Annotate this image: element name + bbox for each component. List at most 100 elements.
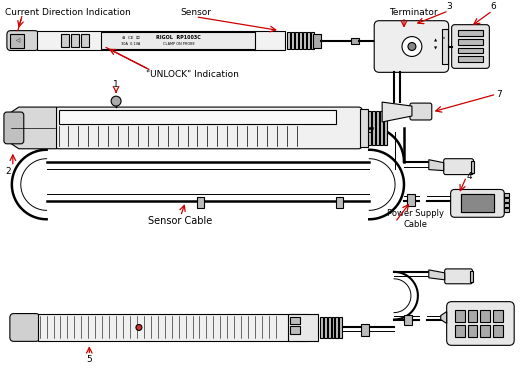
- Bar: [481, 310, 490, 321]
- Bar: [290, 326, 299, 334]
- Bar: [339, 317, 342, 338]
- Bar: [323, 317, 327, 338]
- Bar: [368, 111, 371, 145]
- Bar: [460, 194, 494, 212]
- Circle shape: [111, 96, 121, 106]
- Bar: [467, 310, 477, 321]
- Bar: [303, 32, 306, 50]
- FancyBboxPatch shape: [452, 25, 490, 68]
- Text: "UNLOCK" Indication: "UNLOCK" Indication: [146, 70, 239, 79]
- Bar: [481, 325, 490, 337]
- Polygon shape: [7, 107, 56, 149]
- Text: 7: 7: [496, 90, 502, 99]
- Bar: [352, 38, 359, 43]
- Bar: [331, 317, 335, 338]
- Bar: [407, 194, 415, 206]
- Bar: [62, 34, 70, 47]
- Bar: [313, 34, 321, 48]
- Bar: [455, 310, 465, 321]
- Text: CLAMP ON PROBE: CLAMP ON PROBE: [163, 41, 194, 45]
- Bar: [37, 30, 285, 50]
- Text: 5: 5: [87, 355, 92, 364]
- Bar: [337, 197, 344, 208]
- Text: Current Direction Indication: Current Direction Indication: [5, 8, 131, 17]
- Bar: [504, 194, 509, 197]
- Text: 1: 1: [113, 80, 119, 89]
- Bar: [470, 161, 475, 172]
- Text: ⊗  CE  ☑: ⊗ CE ☑: [122, 36, 140, 39]
- Bar: [493, 310, 503, 321]
- Bar: [336, 317, 338, 338]
- FancyBboxPatch shape: [444, 269, 473, 284]
- FancyBboxPatch shape: [451, 190, 504, 217]
- Bar: [380, 111, 383, 145]
- Bar: [295, 32, 298, 50]
- Text: Terminator: Terminator: [389, 8, 438, 17]
- FancyBboxPatch shape: [55, 107, 362, 149]
- Bar: [291, 32, 294, 50]
- Bar: [469, 271, 474, 282]
- Bar: [288, 314, 318, 341]
- Bar: [101, 32, 255, 50]
- Bar: [458, 30, 483, 36]
- Bar: [361, 325, 369, 336]
- Bar: [458, 48, 483, 54]
- Bar: [307, 32, 310, 50]
- Bar: [81, 34, 89, 47]
- Bar: [404, 314, 412, 325]
- Bar: [72, 34, 79, 47]
- Bar: [458, 39, 483, 45]
- Bar: [38, 314, 307, 341]
- Text: Sensor Cable: Sensor Cable: [149, 216, 213, 226]
- Text: ▼: ▼: [434, 47, 438, 50]
- FancyBboxPatch shape: [7, 30, 39, 50]
- Bar: [493, 325, 503, 337]
- FancyBboxPatch shape: [444, 159, 474, 175]
- Bar: [460, 194, 494, 212]
- FancyBboxPatch shape: [4, 112, 24, 144]
- Bar: [376, 111, 379, 145]
- FancyBboxPatch shape: [10, 314, 40, 341]
- Text: 2: 2: [5, 167, 11, 176]
- Text: 4: 4: [467, 172, 472, 181]
- Text: ◁: ◁: [15, 38, 19, 43]
- Bar: [364, 111, 367, 145]
- Text: Power Supply
Cable: Power Supply Cable: [387, 209, 444, 229]
- Polygon shape: [441, 312, 447, 323]
- FancyBboxPatch shape: [410, 103, 432, 120]
- Bar: [442, 29, 448, 65]
- Bar: [290, 317, 299, 325]
- Circle shape: [402, 37, 422, 56]
- Bar: [328, 317, 330, 338]
- FancyBboxPatch shape: [447, 301, 514, 345]
- Bar: [504, 208, 509, 212]
- Bar: [372, 111, 375, 145]
- FancyBboxPatch shape: [374, 21, 449, 72]
- Text: 30A  0.1VA: 30A 0.1VA: [122, 41, 141, 45]
- Text: 6: 6: [490, 2, 496, 11]
- Text: ▲: ▲: [434, 39, 438, 43]
- Bar: [384, 111, 387, 145]
- Bar: [311, 32, 314, 50]
- Bar: [58, 110, 337, 124]
- Bar: [320, 317, 322, 338]
- Text: 3: 3: [447, 2, 452, 11]
- Bar: [287, 32, 290, 50]
- Bar: [504, 203, 509, 207]
- Bar: [361, 109, 368, 147]
- Bar: [198, 197, 204, 208]
- Polygon shape: [429, 160, 444, 170]
- Text: RIGOL  RP1003C: RIGOL RP1003C: [156, 35, 201, 40]
- Circle shape: [408, 43, 416, 50]
- Text: Sensor: Sensor: [180, 8, 211, 17]
- Text: B: B: [443, 36, 447, 38]
- Bar: [455, 325, 465, 337]
- Bar: [504, 198, 509, 203]
- Circle shape: [136, 325, 142, 330]
- Bar: [458, 56, 483, 63]
- Bar: [299, 32, 302, 50]
- Bar: [10, 34, 24, 48]
- Polygon shape: [382, 102, 412, 122]
- Bar: [467, 325, 477, 337]
- Polygon shape: [429, 270, 444, 280]
